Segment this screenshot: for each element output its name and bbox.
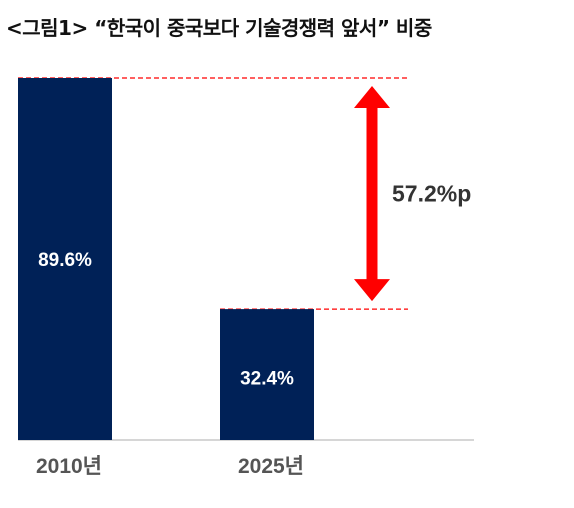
bar-value-label-2010: 89.6% — [38, 250, 92, 271]
x-tick-label-2025: 2025년 — [238, 455, 304, 478]
difference-arrow — [354, 86, 390, 302]
difference-annotation: 57.2%p — [392, 181, 471, 207]
x-tick-label-2010: 2010년 — [36, 455, 102, 478]
chart-title: <그림1> “한국이 중국보다 기술경쟁력 앞서” 비중 — [6, 16, 432, 40]
bar-2010 — [18, 78, 112, 440]
bar-2025 — [220, 309, 314, 440]
bar-value-label-2025: 32.4% — [240, 369, 294, 390]
